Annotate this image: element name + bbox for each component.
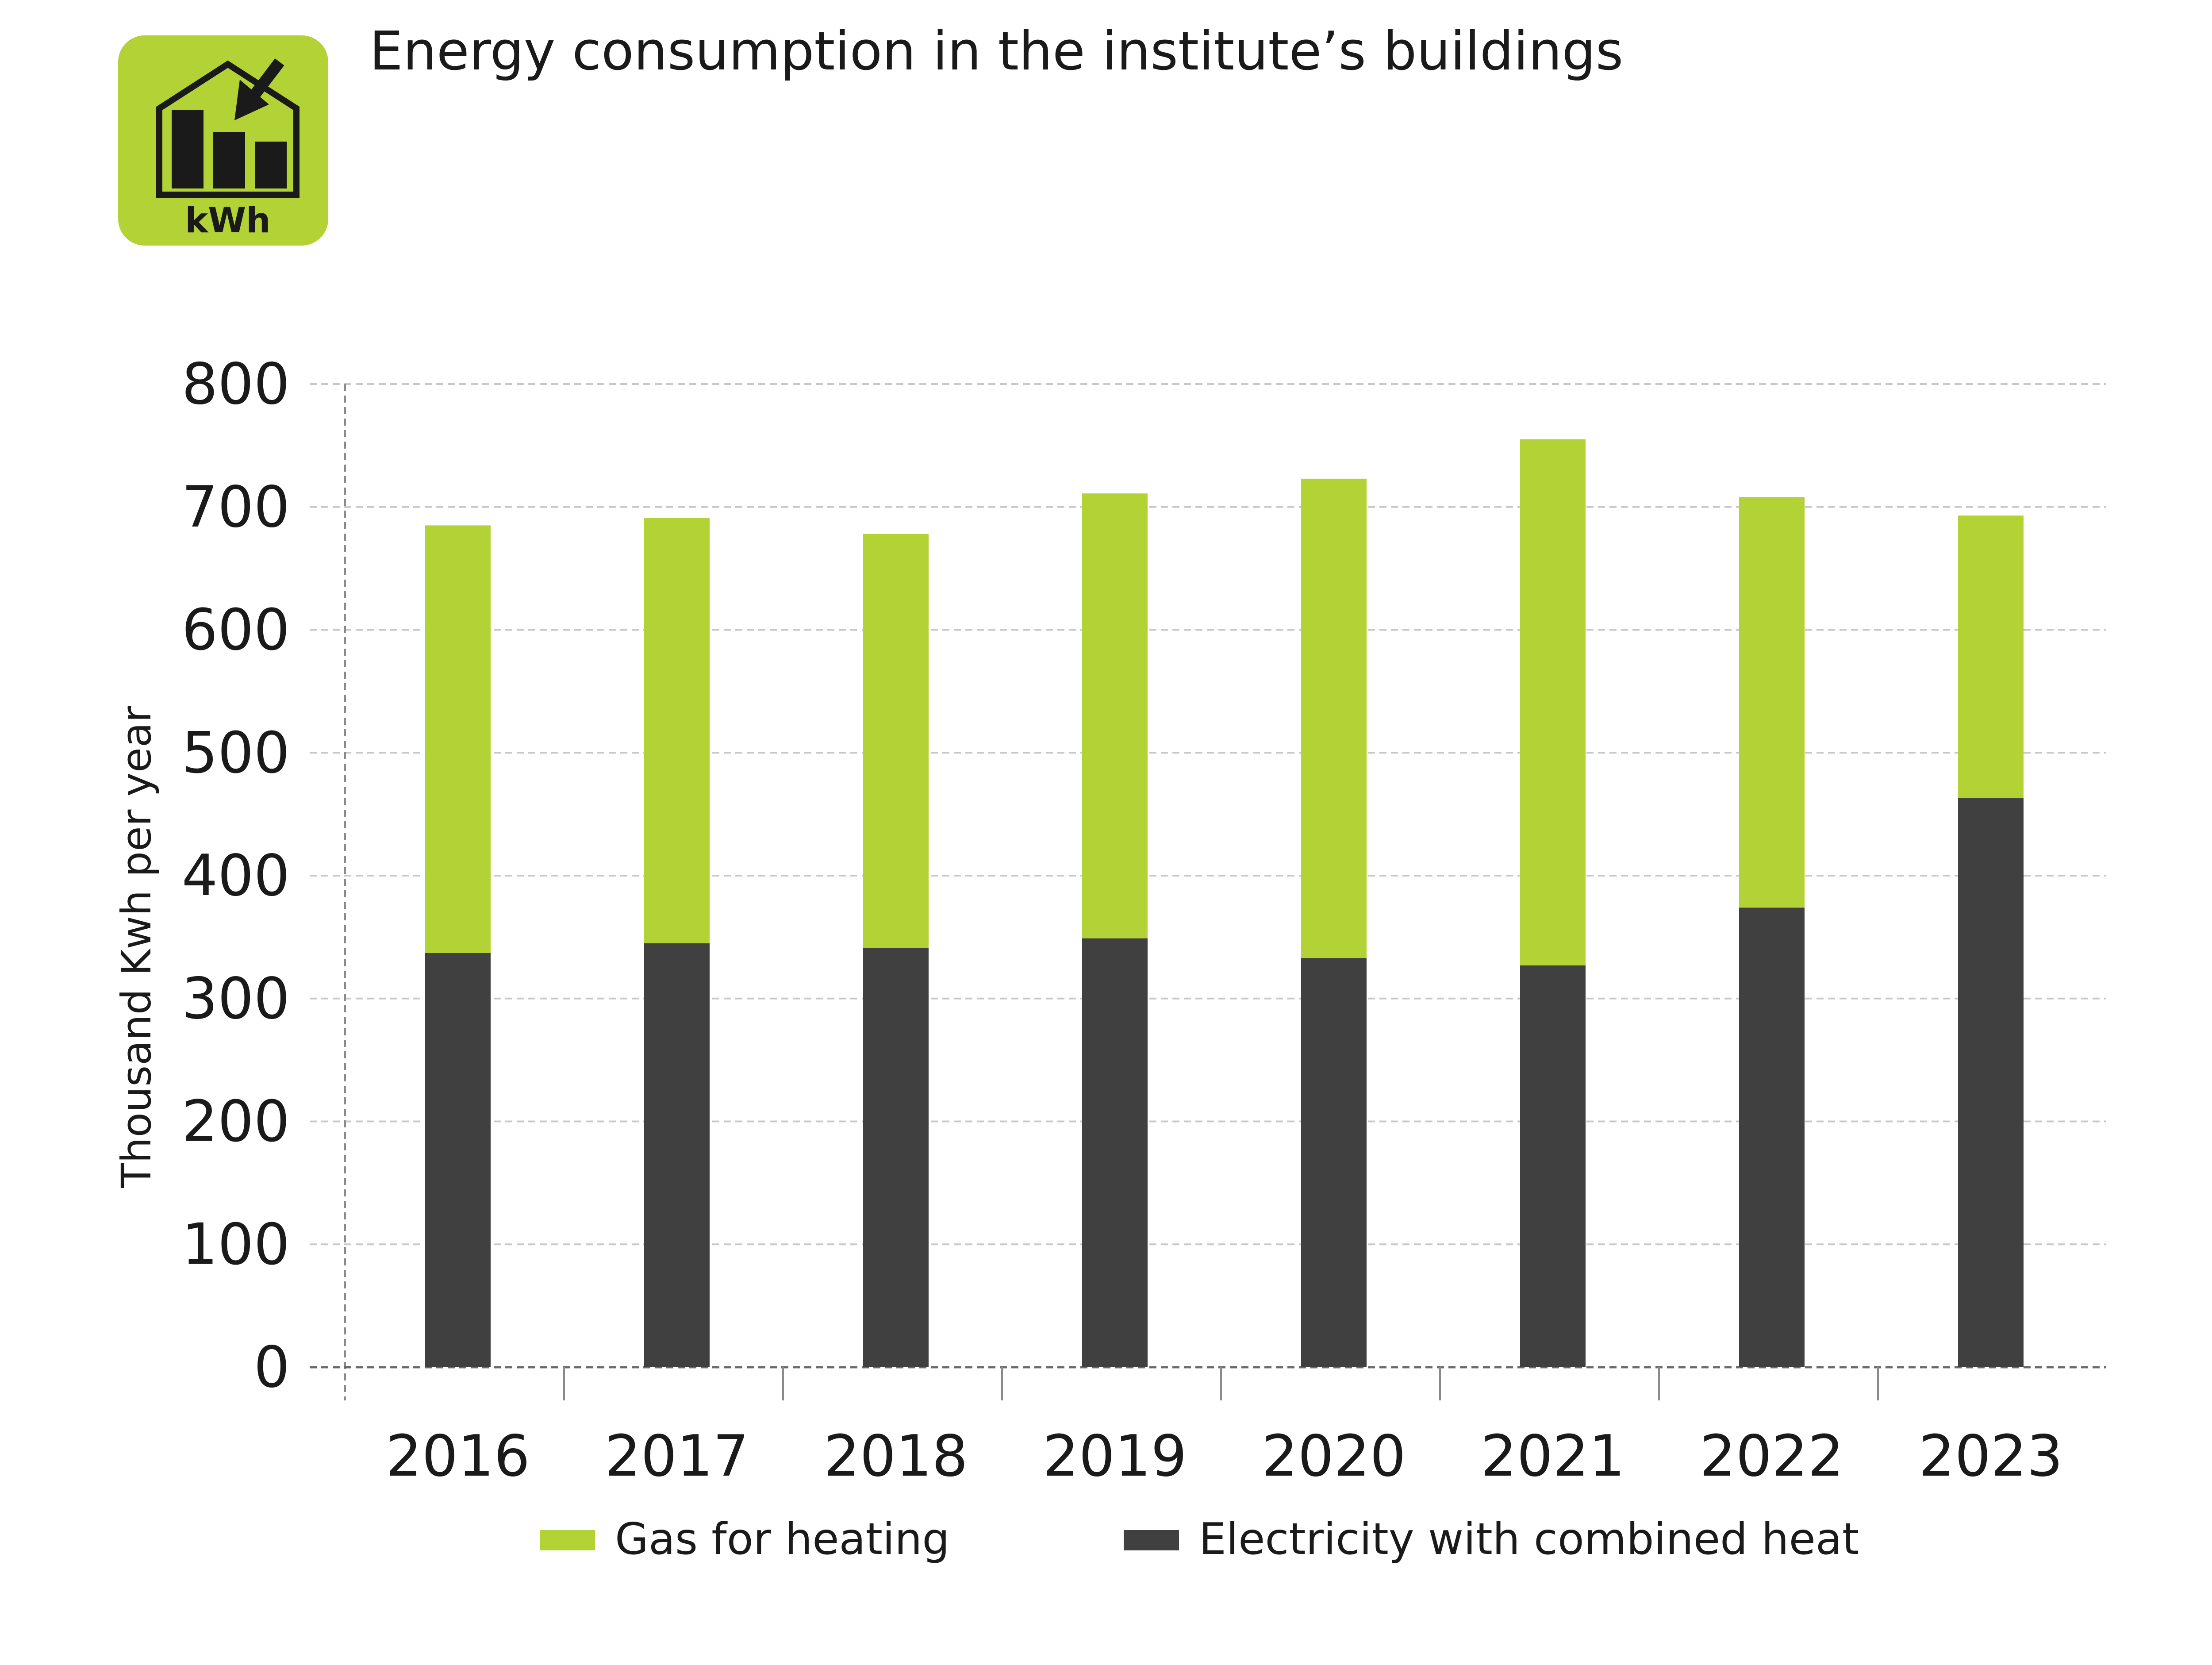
legend-swatch [1124, 1530, 1179, 1550]
y-tick-label: 700 [182, 474, 290, 540]
bar-gas-2021 [1520, 439, 1586, 965]
bar-electricity-2023 [1958, 798, 2024, 1367]
bar-electricity-2021 [1520, 965, 1586, 1367]
legend-label: Gas for heating [615, 1514, 950, 1565]
x-tick-label: 2020 [1262, 1423, 1406, 1489]
y-tick-label: 600 [182, 597, 290, 663]
x-tick-label: 2019 [1043, 1423, 1187, 1489]
bars [425, 439, 2024, 1367]
arrow-down-left-icon [234, 58, 284, 120]
chart-title: Energy consumption in the institute’s bu… [369, 21, 1623, 82]
bar-electricity-2018 [863, 948, 929, 1367]
x-tick-label: 2023 [1919, 1423, 2063, 1489]
legend-swatch [540, 1530, 595, 1550]
y-tick-label: 100 [182, 1211, 290, 1277]
y-axis-label: Thousand Kwh per year [113, 706, 160, 1188]
y-tick-label: 800 [182, 351, 290, 417]
legend: Gas for heating Electricity with combined… [540, 1514, 1859, 1565]
bar-electricity-2022 [1739, 907, 1805, 1367]
x-tick-label: 2017 [605, 1423, 749, 1489]
tick-labels: 0 100 200 300 400 500 600 700 800 2016 2017 2018 201… [182, 351, 2063, 1489]
y-tick-label: 200 [182, 1089, 290, 1155]
bar-electricity-2016 [425, 953, 491, 1367]
bar-gas-2017 [644, 518, 710, 943]
bar-gas-2020 [1301, 478, 1367, 958]
icon-bar-tall [172, 110, 204, 188]
y-tick-label: 300 [182, 966, 290, 1032]
x-tick-label: 2016 [386, 1423, 530, 1489]
axes [310, 384, 2106, 1400]
legend-label: Electricity with combined heat [1199, 1514, 1859, 1565]
x-tick-label: 2022 [1700, 1423, 1844, 1489]
y-tick-label: 500 [182, 720, 290, 786]
x-tick-label: 2018 [824, 1423, 968, 1489]
x-tick-label: 2021 [1481, 1423, 1625, 1489]
bar-electricity-2020 [1301, 958, 1367, 1367]
grid-lines [310, 383, 2106, 1368]
y-tick-label: 400 [182, 843, 290, 909]
bar-electricity-2017 [644, 943, 710, 1367]
bar-gas-2018 [863, 534, 929, 948]
bar-electricity-2019 [1082, 938, 1148, 1367]
y-tick-label: 0 [254, 1334, 290, 1400]
bar-gas-2022 [1739, 497, 1805, 908]
icon-bar-short [255, 142, 287, 188]
energy-house-chart-icon: kWh [118, 35, 328, 246]
bar-gas-2019 [1082, 493, 1148, 938]
bar-gas-2023 [1958, 515, 2024, 799]
icon-kwh-label: kWh [185, 201, 270, 241]
bar-gas-2016 [425, 525, 491, 953]
icon-bar-medium [213, 132, 245, 188]
